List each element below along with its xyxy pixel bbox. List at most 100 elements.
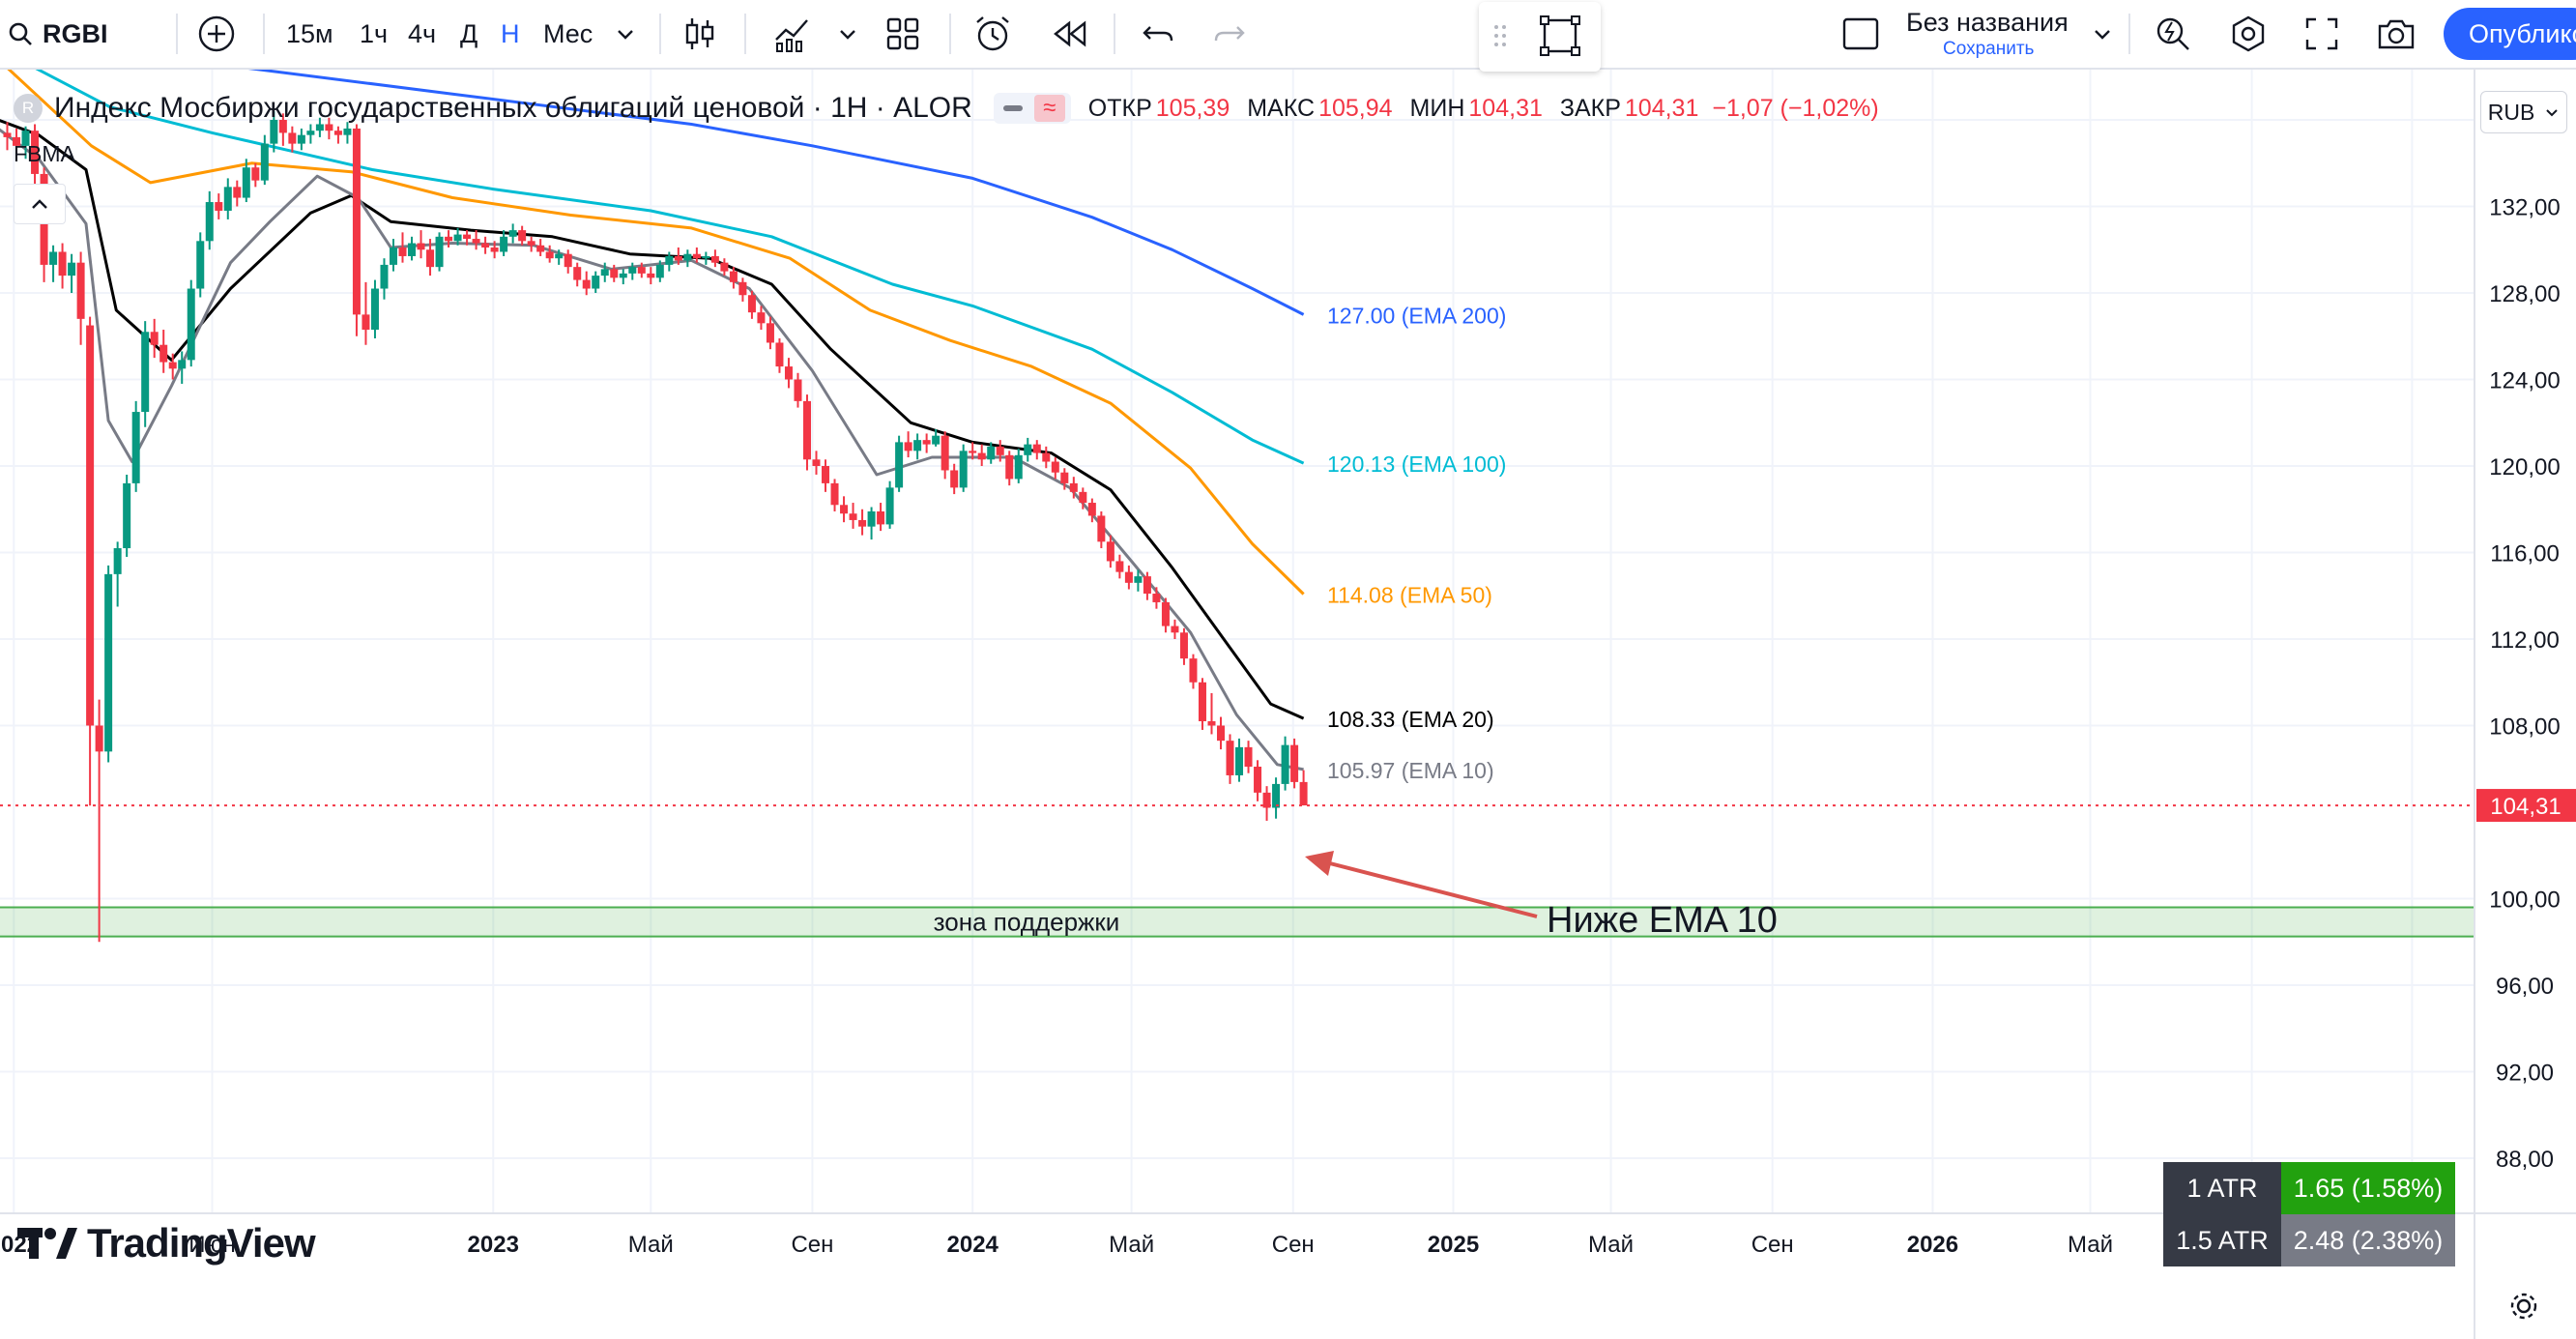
camera-icon[interactable] <box>2376 0 2417 68</box>
candle-body <box>555 253 564 259</box>
candle-body <box>747 295 756 313</box>
candle-body <box>729 271 738 282</box>
candle-body <box>463 234 472 240</box>
x-tick-label: Сен <box>791 1232 833 1258</box>
candle-body <box>453 234 462 242</box>
undo-icon[interactable] <box>1141 0 1175 68</box>
atr-label: 1 ATR <box>2163 1162 2281 1214</box>
chevron-down-icon[interactable] <box>837 0 858 68</box>
collapse-button[interactable] <box>14 184 66 224</box>
candle-body <box>922 440 931 445</box>
candle-body <box>76 262 85 319</box>
candle-body <box>205 202 214 242</box>
candle-body <box>104 573 113 752</box>
interval-month[interactable]: Мес <box>543 18 593 48</box>
candle-body <box>573 267 582 280</box>
currency-label: RUB <box>2487 99 2535 125</box>
redo-icon[interactable] <box>1212 0 1247 68</box>
toolbar-divider <box>176 14 178 54</box>
support-zone-fill[interactable] <box>0 907 2475 937</box>
candle-body <box>665 255 674 265</box>
floating-drawing-toolbar <box>1479 2 1601 72</box>
candle-body <box>196 241 205 289</box>
atr-label: 1.5 ATR <box>2163 1214 2281 1266</box>
layouts-icon[interactable] <box>885 0 920 68</box>
close-value: 104,31 <box>1624 94 1699 122</box>
candle-body <box>1244 746 1253 768</box>
quick-search-icon[interactable] <box>2154 0 2192 68</box>
candle-body <box>647 273 655 278</box>
candle-body <box>131 412 140 483</box>
candle-body <box>49 251 58 265</box>
high-label: МАКС <box>1247 94 1316 122</box>
publish-button[interactable]: Опубликовать <box>2444 8 2576 60</box>
indicators-icon[interactable] <box>773 0 812 68</box>
candle-body <box>1281 744 1289 784</box>
candle-body <box>417 243 425 250</box>
candle-body <box>1207 721 1216 726</box>
candle-body <box>490 247 499 252</box>
layout-save-link[interactable]: Сохранить <box>1943 39 2035 59</box>
settings-hex-icon[interactable] <box>2229 0 2268 68</box>
symbol-name[interactable]: RGBI <box>43 18 108 48</box>
annotation[interactable]: Ниже EMA 10 <box>1305 851 1778 941</box>
candle-body <box>518 230 527 242</box>
interval-1h[interactable]: 1ч <box>360 18 389 48</box>
x-tick-label: Июн <box>188 1232 236 1258</box>
candle-body <box>31 131 40 174</box>
fullscreen-icon[interactable] <box>2304 0 2339 68</box>
rectangle-tool-icon[interactable] <box>1539 2 1581 70</box>
drag-handle-icon[interactable] <box>1492 2 1508 70</box>
chevron-up-icon <box>32 199 47 209</box>
legend-toggle[interactable]: ≈ <box>993 93 1071 124</box>
candle-body <box>389 247 397 265</box>
indicator-label[interactable]: FBMA <box>14 141 75 166</box>
ema-labels: 127.00 (EMA 200) 120.13 (EMA 100) 114.08 (… <box>1327 303 1506 783</box>
layout-name[interactable]: Без названия <box>1906 8 2069 37</box>
candle-body <box>1290 744 1299 782</box>
legend-title[interactable]: Индекс Мосбиржи государственных облигаци… <box>54 92 972 124</box>
annotation-text[interactable]: Ниже EMA 10 <box>1547 900 1778 941</box>
support-zone[interactable]: зона поддержки <box>0 906 2475 938</box>
candle-body <box>996 446 1004 455</box>
candle-body <box>306 131 315 135</box>
candle-body <box>1226 741 1234 775</box>
candle-body <box>1042 452 1051 462</box>
y-tick-label: 96,00 <box>2496 974 2554 1000</box>
replay-icon[interactable] <box>1050 0 1088 68</box>
add-symbol-icon[interactable] <box>197 0 236 68</box>
candle-body <box>1143 576 1151 595</box>
candle-body <box>527 241 535 246</box>
gear-icon[interactable] <box>2509 1292 2538 1325</box>
change-value: −1,07 (−1,02%) <box>1712 94 1879 122</box>
candle-body <box>794 379 802 401</box>
interval-4h[interactable]: 4ч <box>408 18 437 48</box>
low-label: МИН <box>1409 94 1465 122</box>
currency-select[interactable]: RUB <box>2480 91 2567 133</box>
interval-15m[interactable]: 15м <box>286 18 333 48</box>
ema-line <box>7 70 1305 596</box>
interval-day[interactable]: Д <box>460 18 478 48</box>
interval-week[interactable]: Н <box>501 18 520 48</box>
search-icon[interactable] <box>8 0 33 68</box>
candle-body <box>1087 503 1096 516</box>
chevron-down-icon[interactable] <box>2092 0 2113 68</box>
tradingview-logo[interactable]: TradingView <box>17 1220 316 1266</box>
candle-body <box>858 519 867 527</box>
candle-body <box>592 276 600 289</box>
price-chart[interactable]: зона поддержки 127.00 (EMA 200) 120.13 (E… <box>0 70 2576 1339</box>
alert-icon[interactable] <box>972 0 1013 68</box>
candle-body <box>822 466 830 483</box>
x-tick-label: Май <box>2068 1232 2113 1258</box>
chevron-down-icon[interactable] <box>615 0 636 68</box>
layout-checkbox-icon[interactable] <box>1842 0 1879 68</box>
open-label: ОТКР <box>1087 94 1152 122</box>
axes: 136,00132,00128,00124,00120,00116,00112,… <box>0 70 2576 1339</box>
candle-body <box>68 262 76 277</box>
x-tick-label: Май <box>1109 1232 1154 1258</box>
candle-body <box>867 510 876 527</box>
x-tick-label: 2023 <box>468 1232 519 1258</box>
ema-label: 120.13 (EMA 100) <box>1327 451 1506 477</box>
y-tick-label: 112,00 <box>2490 627 2560 654</box>
candles-icon[interactable] <box>682 0 717 68</box>
